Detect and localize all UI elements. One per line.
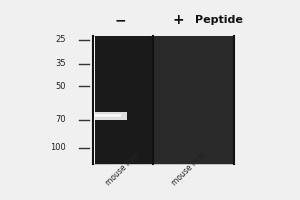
Bar bbox=[94, 114, 121, 117]
Text: 70: 70 bbox=[56, 116, 66, 124]
Bar bbox=[154, 36, 232, 164]
Text: +: + bbox=[173, 13, 184, 27]
Text: 35: 35 bbox=[56, 60, 66, 68]
FancyBboxPatch shape bbox=[93, 36, 234, 164]
Bar bbox=[94, 112, 127, 120]
Text: 50: 50 bbox=[56, 82, 66, 90]
Text: −: − bbox=[114, 13, 126, 27]
Text: 25: 25 bbox=[56, 36, 66, 45]
Text: mouse liver: mouse liver bbox=[170, 150, 208, 188]
Text: 100: 100 bbox=[50, 144, 66, 152]
Text: mouse liver: mouse liver bbox=[104, 150, 142, 188]
Text: Peptide: Peptide bbox=[195, 15, 243, 25]
Bar bbox=[94, 36, 153, 164]
